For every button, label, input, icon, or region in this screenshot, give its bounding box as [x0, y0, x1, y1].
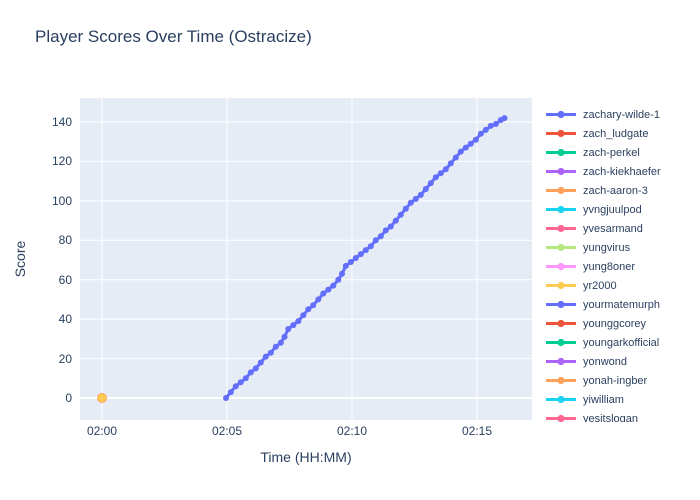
legend-label: yung8oner — [583, 260, 635, 273]
legend-symbol-icon — [546, 205, 576, 214]
legend-label: yonwond — [583, 355, 628, 368]
gridlines — [80, 98, 532, 420]
legend-item-yesitslogan[interactable]: yesitslogan — [546, 409, 698, 422]
x-tick-label: 02:05 — [211, 424, 243, 438]
y-tick-label: 40 — [58, 312, 72, 327]
legend-item-yourmatemurph[interactable]: yourmatemurph — [546, 295, 698, 314]
x-tick-label: 02:15 — [461, 424, 493, 438]
legend-label: yonah-ingber — [583, 374, 648, 387]
legend-symbol-icon — [546, 224, 576, 233]
legend-item-zach-aaron-3[interactable]: zach-aaron-3 — [546, 181, 698, 200]
chart-title: Player Scores Over Time (Ostracize) — [35, 27, 312, 46]
y-tick-label: 100 — [51, 193, 72, 208]
legend-label: yiwilliam — [583, 393, 624, 406]
legend-item-younggcorey[interactable]: younggcorey — [546, 314, 698, 333]
legend-symbol-icon — [546, 281, 576, 290]
legend-label: yesitslogan — [583, 412, 639, 423]
y-tick-label: 140 — [51, 114, 72, 129]
legend-item-yvesarmand[interactable]: yvesarmand — [546, 219, 698, 238]
series-yr2000[interactable] — [98, 394, 106, 402]
legend-item-yungvirus[interactable]: yungvirus — [546, 238, 698, 257]
y-axis-title: Score — [12, 240, 28, 278]
legend-label: youngarkofficial — [583, 336, 660, 349]
x-tick-label: 02:00 — [86, 424, 118, 438]
legend-symbol-icon — [546, 395, 576, 404]
legend-symbol-icon — [546, 186, 576, 195]
legend-item-zach-kiekhaefer[interactable]: zach-kiekhaefer — [546, 162, 698, 181]
legend-symbol-icon — [546, 129, 576, 138]
legend-item-yonwond[interactable]: yonwond — [546, 352, 698, 371]
legend-label: zach-aaron-3 — [583, 184, 648, 197]
legend-label: yr2000 — [583, 279, 617, 292]
legend: zachary-wilde-1 zach_ludgate zach-perkel za… — [546, 105, 698, 422]
legend-item-yiwilliam[interactable]: yiwilliam — [546, 390, 698, 409]
legend-symbol-icon — [546, 243, 576, 252]
legend-item-zachary-wilde-1[interactable]: zachary-wilde-1 — [546, 105, 698, 124]
legend-symbol-icon — [546, 262, 576, 271]
legend-symbol-icon — [546, 148, 576, 157]
legend-item-yonah-ingber[interactable]: yonah-ingber — [546, 371, 698, 390]
legend-symbol-icon — [546, 300, 576, 309]
y-tick-label: 120 — [51, 154, 72, 169]
legend-item-yvngjuulpod[interactable]: yvngjuulpod — [546, 200, 698, 219]
legend-label: yourmatemurph — [583, 298, 661, 311]
legend-symbol-icon — [546, 414, 576, 422]
series-zachary-wilde-1[interactable] — [223, 115, 508, 401]
legend-symbol-icon — [546, 110, 576, 119]
legend-label: yvesarmand — [583, 222, 643, 235]
legend-item-zach-perkel[interactable]: zach-perkel — [546, 143, 698, 162]
y-tick-label: 0 — [65, 391, 72, 405]
legend-item-zach_ludgate[interactable]: zach_ludgate — [546, 124, 698, 143]
x-tick-label: 02:10 — [336, 424, 368, 438]
x-axis-title: Time (HH:MM) — [260, 449, 352, 465]
legend-symbol-icon — [546, 338, 576, 347]
legend-symbol-icon — [546, 319, 576, 328]
legend-label: zach_ludgate — [583, 127, 649, 140]
legend-item-youngarkofficial[interactable]: youngarkofficial — [546, 333, 698, 352]
legend-symbol-icon — [546, 167, 576, 176]
legend-label: yvngjuulpod — [583, 203, 642, 216]
plot-area[interactable] — [80, 98, 532, 420]
y-tick-label: 60 — [58, 272, 72, 287]
legend-label: zachary-wilde-1 — [583, 108, 661, 121]
legend-label: zach-perkel — [583, 146, 640, 159]
legend-label: zach-kiekhaefer — [583, 165, 661, 178]
legend-label: younggcorey — [583, 317, 646, 330]
y-tick-label: 80 — [58, 233, 72, 248]
legend-symbol-icon — [546, 357, 576, 366]
legend-label: yungvirus — [583, 241, 631, 254]
legend-item-yr2000[interactable]: yr2000 — [546, 276, 698, 295]
legend-item-yung8oner[interactable]: yung8oner — [546, 257, 698, 276]
y-tick-label: 20 — [58, 351, 72, 366]
plot-canvas[interactable] — [80, 98, 532, 420]
legend-symbol-icon — [546, 376, 576, 385]
